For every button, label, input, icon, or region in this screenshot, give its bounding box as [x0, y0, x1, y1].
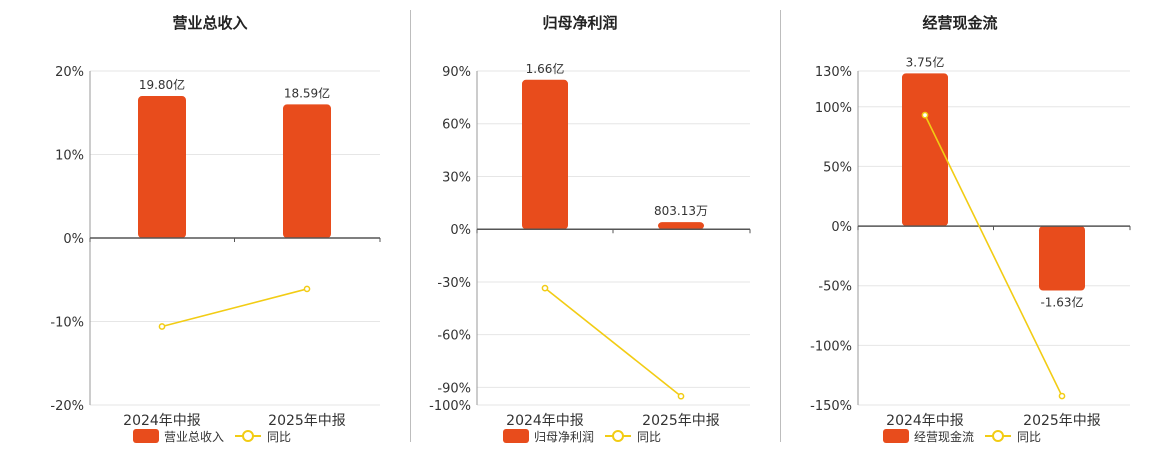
y-tick-label: -90%	[437, 381, 471, 396]
y-tick-label: 130%	[815, 65, 852, 80]
y-tick-label: 90%	[442, 65, 471, 80]
yoy-line	[161, 288, 308, 328]
legend-label: 同比	[267, 430, 291, 444]
x-tick-label: 2025年中报	[268, 413, 346, 429]
y-tick-label: 60%	[442, 118, 471, 133]
legend-line-marker	[992, 430, 1004, 442]
yoy-line	[544, 287, 682, 397]
legend-bar-swatch	[503, 429, 529, 443]
y-tick-label: -100%	[810, 339, 852, 354]
y-tick-label: 0%	[450, 223, 471, 238]
data-label: 3.75亿	[906, 54, 945, 69]
bar	[902, 73, 948, 227]
y-tick-label: 30%	[442, 170, 471, 185]
data-label: 18.59亿	[284, 85, 330, 100]
y-tick-label: -150%	[810, 399, 852, 414]
legend-label: 经营现金流	[914, 429, 974, 444]
legend-label: 同比	[1017, 430, 1041, 444]
y-tick-label: 0%	[63, 232, 84, 247]
legend-bar-swatch	[133, 429, 159, 443]
bar	[658, 222, 704, 230]
y-tick-label: -60%	[437, 329, 471, 344]
x-tick-label: 2024年中报	[506, 413, 584, 429]
bar	[1039, 226, 1085, 291]
panel-divider	[780, 10, 781, 442]
yoy-point	[677, 392, 685, 400]
legend-label: 归母净利润	[534, 430, 594, 444]
y-tick-label: -30%	[437, 276, 471, 291]
y-tick-label: 100%	[815, 101, 852, 116]
y-tick-label: 20%	[55, 65, 84, 80]
y-tick-label: 50%	[823, 160, 852, 175]
x-tick-label: 2025年中报	[642, 413, 720, 429]
y-tick-label: 10%	[55, 149, 84, 164]
x-tick-label: 2024年中报	[886, 413, 964, 429]
chart-title: 归母净利润	[542, 14, 617, 32]
data-label: 803.13万	[654, 204, 708, 218]
x-tick-label: 2024年中报	[123, 413, 201, 429]
chart-title: 营业总收入	[172, 14, 247, 32]
x-tick-label: 2025年中报	[1023, 413, 1101, 429]
yoy-line	[924, 114, 1063, 397]
yoy-point	[158, 323, 166, 330]
y-tick-label: 0%	[831, 220, 852, 235]
legend-line-marker	[242, 430, 254, 442]
data-label: 19.80亿	[139, 77, 185, 92]
yoy-point	[921, 111, 929, 119]
y-tick-label: -20%	[50, 399, 84, 414]
legend-label: 营业总收入	[164, 430, 224, 444]
yoy-point	[1058, 392, 1066, 400]
bar	[138, 96, 186, 238]
panel-divider	[410, 10, 411, 442]
bar	[283, 104, 331, 239]
y-tick-label: -10%	[50, 316, 84, 331]
chart-title: 经营现金流	[922, 14, 997, 32]
legend-line-marker	[612, 430, 624, 442]
yoy-point	[303, 285, 311, 293]
y-tick-label: -50%	[818, 280, 852, 295]
y-tick-label: -100%	[429, 399, 471, 414]
legend-label: 同比	[637, 430, 661, 444]
data-label: -1.63亿	[1040, 294, 1083, 309]
data-label: 1.66亿	[526, 61, 565, 76]
yoy-point	[541, 284, 549, 292]
bar	[522, 79, 568, 230]
legend-bar-swatch	[883, 429, 909, 443]
